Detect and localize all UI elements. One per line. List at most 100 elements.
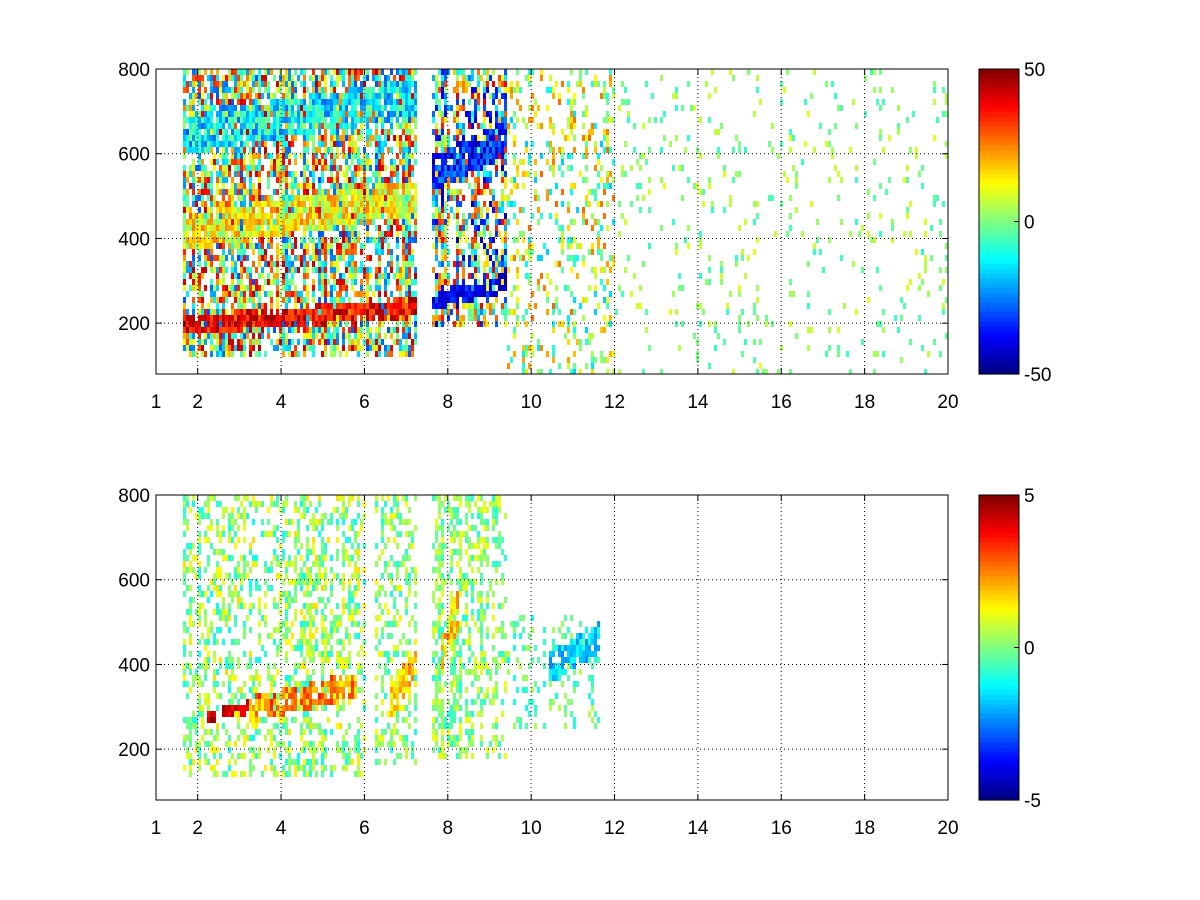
top-heat-cell: [222, 81, 225, 87]
top-heat-cell: [288, 285, 291, 291]
top-heat-cell: [402, 129, 405, 135]
top-heat-cell: [273, 129, 276, 135]
top-heat-cell: [234, 327, 237, 333]
top-heat-cell: [183, 213, 186, 219]
top-heat-cell: [483, 159, 486, 165]
bottom-heat-cell: [228, 591, 231, 597]
top-heat-cell: [210, 219, 213, 225]
top-heat-cell: [231, 69, 234, 75]
bottom-heat-cell: [183, 561, 186, 567]
bottom-heat-cell: [231, 693, 234, 699]
top-heat-cell: [360, 99, 363, 105]
top-heat-cell: [327, 123, 330, 129]
top-heat-cell: [357, 345, 360, 351]
top-heat-cell: [945, 111, 948, 117]
top-heat-cell: [381, 243, 384, 249]
top-heat-cell: [258, 129, 261, 135]
top-heat-cell: [366, 339, 369, 345]
top-heat-cell: [219, 123, 222, 129]
top-heat-cell: [504, 261, 507, 267]
top-heat-cell: [315, 105, 318, 111]
top-heat-cell: [375, 111, 378, 117]
top-heat-cell: [378, 105, 381, 111]
top-heat-cell: [585, 165, 588, 171]
top-heat-cell: [813, 147, 816, 153]
top-heat-cell: [192, 123, 195, 129]
bottom-heat-cell: [222, 597, 225, 603]
top-heat-cell: [621, 81, 624, 87]
top-heat-cell: [471, 297, 474, 303]
top-heat-cell: [267, 129, 270, 135]
top-heat-cell: [882, 99, 885, 105]
top-heat-cell: [504, 237, 507, 243]
top-heat-cell: [225, 99, 228, 105]
top-heat-cell: [204, 309, 207, 315]
top-heat-cell: [222, 153, 225, 159]
top-heat-cell: [210, 183, 213, 189]
top-heat-cell: [909, 201, 912, 207]
top-heat-cell: [369, 327, 372, 333]
top-heat-cell: [351, 93, 354, 99]
bottom-heat-cell: [198, 591, 201, 597]
top-heat-cell: [303, 195, 306, 201]
top-heat-cell: [312, 249, 315, 255]
top-heat-cell: [342, 225, 345, 231]
top-heat-cell: [351, 123, 354, 129]
top-heat-cell: [879, 129, 882, 135]
top-heat-cell: [537, 339, 540, 345]
top-heat-cell: [345, 333, 348, 339]
top-heat-cell: [276, 249, 279, 255]
top-heat-cell: [366, 177, 369, 183]
top-heat-cell: [621, 291, 624, 297]
top-heat-cell: [471, 153, 474, 159]
top-heat-cell: [354, 147, 357, 153]
top-heat-cell: [189, 219, 192, 225]
top-heat-cell: [606, 141, 609, 147]
top-heat-cell: [549, 75, 552, 81]
top-heat-cell: [342, 153, 345, 159]
top-colorbar-segment: [979, 288, 1019, 294]
top-heat-cell: [840, 255, 843, 261]
top-heat-cell: [333, 183, 336, 189]
top-heat-cell: [582, 219, 585, 225]
top-heat-cell: [255, 141, 258, 147]
top-heat-cell: [390, 111, 393, 117]
top-heat-cell: [237, 327, 240, 333]
top-heat-cell: [207, 225, 210, 231]
top-heat-cell: [252, 303, 255, 309]
top-heat-cell: [246, 321, 249, 327]
top-heat-cell: [606, 357, 609, 363]
top-heat-cell: [501, 117, 504, 123]
top-heat-cell: [495, 147, 498, 153]
top-heat-cell: [360, 129, 363, 135]
top-heat-cell: [309, 105, 312, 111]
top-heat-cell: [192, 165, 195, 171]
top-heat-cell: [258, 255, 261, 261]
top-heat-cell: [441, 87, 444, 93]
top-heat-cell: [501, 177, 504, 183]
top-heat-cell: [324, 105, 327, 111]
top-heat-cell: [468, 75, 471, 81]
top-heat-cell: [267, 243, 270, 249]
top-heat-cell: [468, 123, 471, 129]
top-heat-cell: [183, 279, 186, 285]
top-heat-cell: [321, 141, 324, 147]
top-heat-cell: [342, 345, 345, 351]
top-heat-cell: [369, 213, 372, 219]
top-heat-cell: [327, 147, 330, 153]
bottom-heat-cell: [204, 741, 207, 747]
bottom-heat-cell: [234, 675, 237, 681]
top-heat-cell: [213, 141, 216, 147]
top-heat-cell: [720, 123, 723, 129]
bottom-heat-cell: [210, 711, 213, 717]
top-heat-cell: [261, 117, 264, 123]
top-heat-cell: [234, 93, 237, 99]
top-heat-cell: [390, 255, 393, 261]
top-heat-cell: [351, 225, 354, 231]
top-heat-cell: [258, 321, 261, 327]
bottom-heat-cell: [216, 609, 219, 615]
top-heat-cell: [621, 171, 624, 177]
top-heat-cell: [672, 165, 675, 171]
top-heat-cell: [345, 321, 348, 327]
top-heat-cell: [369, 111, 372, 117]
